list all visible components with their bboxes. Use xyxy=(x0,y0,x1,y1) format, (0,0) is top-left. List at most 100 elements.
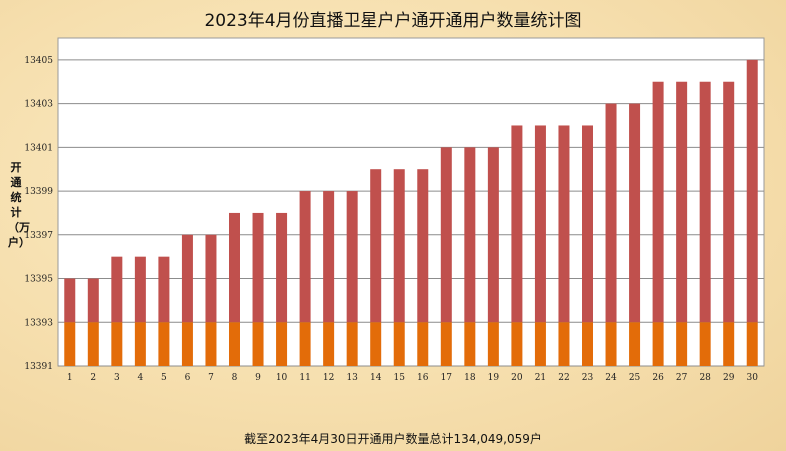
bar-segment-bottom xyxy=(158,322,170,366)
x-tick-label: 21 xyxy=(535,373,546,383)
bar-segment-top xyxy=(323,191,335,323)
x-tick-label: 27 xyxy=(676,373,688,383)
bar-segment-top xyxy=(205,234,217,323)
y-tick-label: 13391 xyxy=(24,362,53,372)
bar-segment-bottom xyxy=(276,322,288,366)
bar-segment-top xyxy=(558,125,570,323)
x-tick-label: 29 xyxy=(723,373,735,383)
x-tick-label: 18 xyxy=(464,373,476,383)
bar-segment-top xyxy=(252,212,264,323)
bar-segment-bottom xyxy=(629,322,641,366)
bar-segment-bottom xyxy=(205,322,217,366)
bar-segment-top xyxy=(534,125,546,323)
bar-segment-bottom xyxy=(134,322,146,366)
grid-lines xyxy=(58,59,764,367)
bar-segment-bottom xyxy=(417,322,429,366)
x-tick-label: 2 xyxy=(90,373,96,383)
bar-segment-top xyxy=(487,147,499,323)
x-tick-label: 5 xyxy=(161,373,167,383)
x-tick-label: 7 xyxy=(208,373,214,383)
bar-segment-top xyxy=(417,169,429,323)
bar-segment-top xyxy=(676,81,688,323)
y-tick-label: 13393 xyxy=(24,318,53,328)
bar-segment-top xyxy=(181,234,193,323)
bar-segment-top xyxy=(440,147,452,323)
total-footnote: 截至2023年4月30日开通用户数量总计134,049,059户 xyxy=(244,432,542,446)
bar-segment-bottom xyxy=(87,322,99,366)
bar-segment-bottom xyxy=(346,322,358,366)
y-tick-label: 13395 xyxy=(24,275,53,285)
bar-segment-bottom xyxy=(534,322,546,366)
bar-segment-top xyxy=(276,212,288,323)
x-axis-ticks: 1 2 3 4 5 6 7 8 9 10 11 12 13 14 15 16 17 18 19 20 21 22 23 24 2… xyxy=(67,373,758,383)
x-tick-label: 3 xyxy=(114,373,120,383)
x-tick-label: 25 xyxy=(629,373,641,383)
bar-segment-top xyxy=(346,191,358,323)
bar-segment-bottom xyxy=(605,322,617,366)
x-tick-label: 4 xyxy=(137,373,143,383)
bar-segment-bottom xyxy=(652,322,664,366)
x-tick-label: 12 xyxy=(323,373,334,383)
bar-segment-bottom xyxy=(111,322,123,366)
x-tick-label: 22 xyxy=(558,373,569,383)
bar-segment-bottom xyxy=(464,322,476,366)
bar-segment-top xyxy=(229,212,240,323)
x-tick-label: 15 xyxy=(394,373,406,383)
bar-segment-top xyxy=(111,256,123,323)
bar-segment-bottom xyxy=(323,322,335,366)
bar-segment-top xyxy=(582,125,593,323)
bar-segment-bottom xyxy=(511,322,523,366)
bar-segment-top xyxy=(652,81,664,323)
bar-segment-top xyxy=(158,256,170,323)
bar-segment-bottom xyxy=(723,322,735,366)
bar-segment-bottom xyxy=(440,322,452,366)
x-tick-label: 13 xyxy=(346,373,358,383)
bar-segment-bottom xyxy=(64,322,76,366)
bar-segment-top xyxy=(605,103,617,323)
bar-segment-bottom xyxy=(370,322,382,366)
y-tick-label: 13403 xyxy=(24,100,53,110)
x-tick-label: 14 xyxy=(370,373,382,383)
bar-segment-bottom xyxy=(181,322,193,366)
x-tick-label: 20 xyxy=(511,373,523,383)
x-tick-label: 26 xyxy=(652,373,664,383)
bar-segment-top xyxy=(723,81,735,323)
bar-segment-top xyxy=(393,169,405,323)
bar-segment-top xyxy=(134,256,146,323)
y-tick-label: 13405 xyxy=(24,56,53,66)
x-tick-label: 6 xyxy=(185,373,191,383)
bars xyxy=(64,59,758,366)
bar-segment-top xyxy=(511,125,523,323)
x-tick-label: 24 xyxy=(605,373,617,383)
y-axis-ticks: 13391 13393 13395 13397 13399 13401 13403 13405 xyxy=(24,56,53,372)
x-tick-label: 23 xyxy=(582,373,594,383)
bar-segment-top xyxy=(464,147,476,323)
y-tick-label: 13399 xyxy=(24,187,53,197)
bar-segment-top xyxy=(87,278,99,323)
x-tick-label: 19 xyxy=(488,373,500,383)
bar-segment-top xyxy=(629,103,641,323)
bar-segment-top xyxy=(370,169,382,323)
y-tick-label: 13397 xyxy=(24,231,53,241)
x-tick-label: 1 xyxy=(67,373,73,383)
plot-area xyxy=(57,37,765,367)
chart-title: 2023年4月份直播卫星户户通开通用户数量统计图 xyxy=(204,11,582,31)
bar-segment-bottom xyxy=(229,322,240,366)
x-tick-label: 16 xyxy=(417,373,429,383)
x-tick-label: 8 xyxy=(232,373,238,383)
bar-segment-bottom xyxy=(676,322,688,366)
bar-segment-bottom xyxy=(746,322,758,366)
bar-segment-bottom xyxy=(699,322,711,366)
x-tick-label: 28 xyxy=(699,373,711,383)
bar-segment-bottom xyxy=(393,322,405,366)
x-tick-label: 10 xyxy=(276,373,288,383)
bar-segment-top xyxy=(699,81,711,323)
bar-segment-bottom xyxy=(487,322,499,366)
x-tick-label: 9 xyxy=(255,373,261,383)
bar-segment-top xyxy=(746,59,758,323)
bar-segment-bottom xyxy=(558,322,570,366)
bar-segment-top xyxy=(64,278,76,323)
x-tick-label: 17 xyxy=(441,373,453,383)
x-tick-label: 30 xyxy=(747,373,759,383)
